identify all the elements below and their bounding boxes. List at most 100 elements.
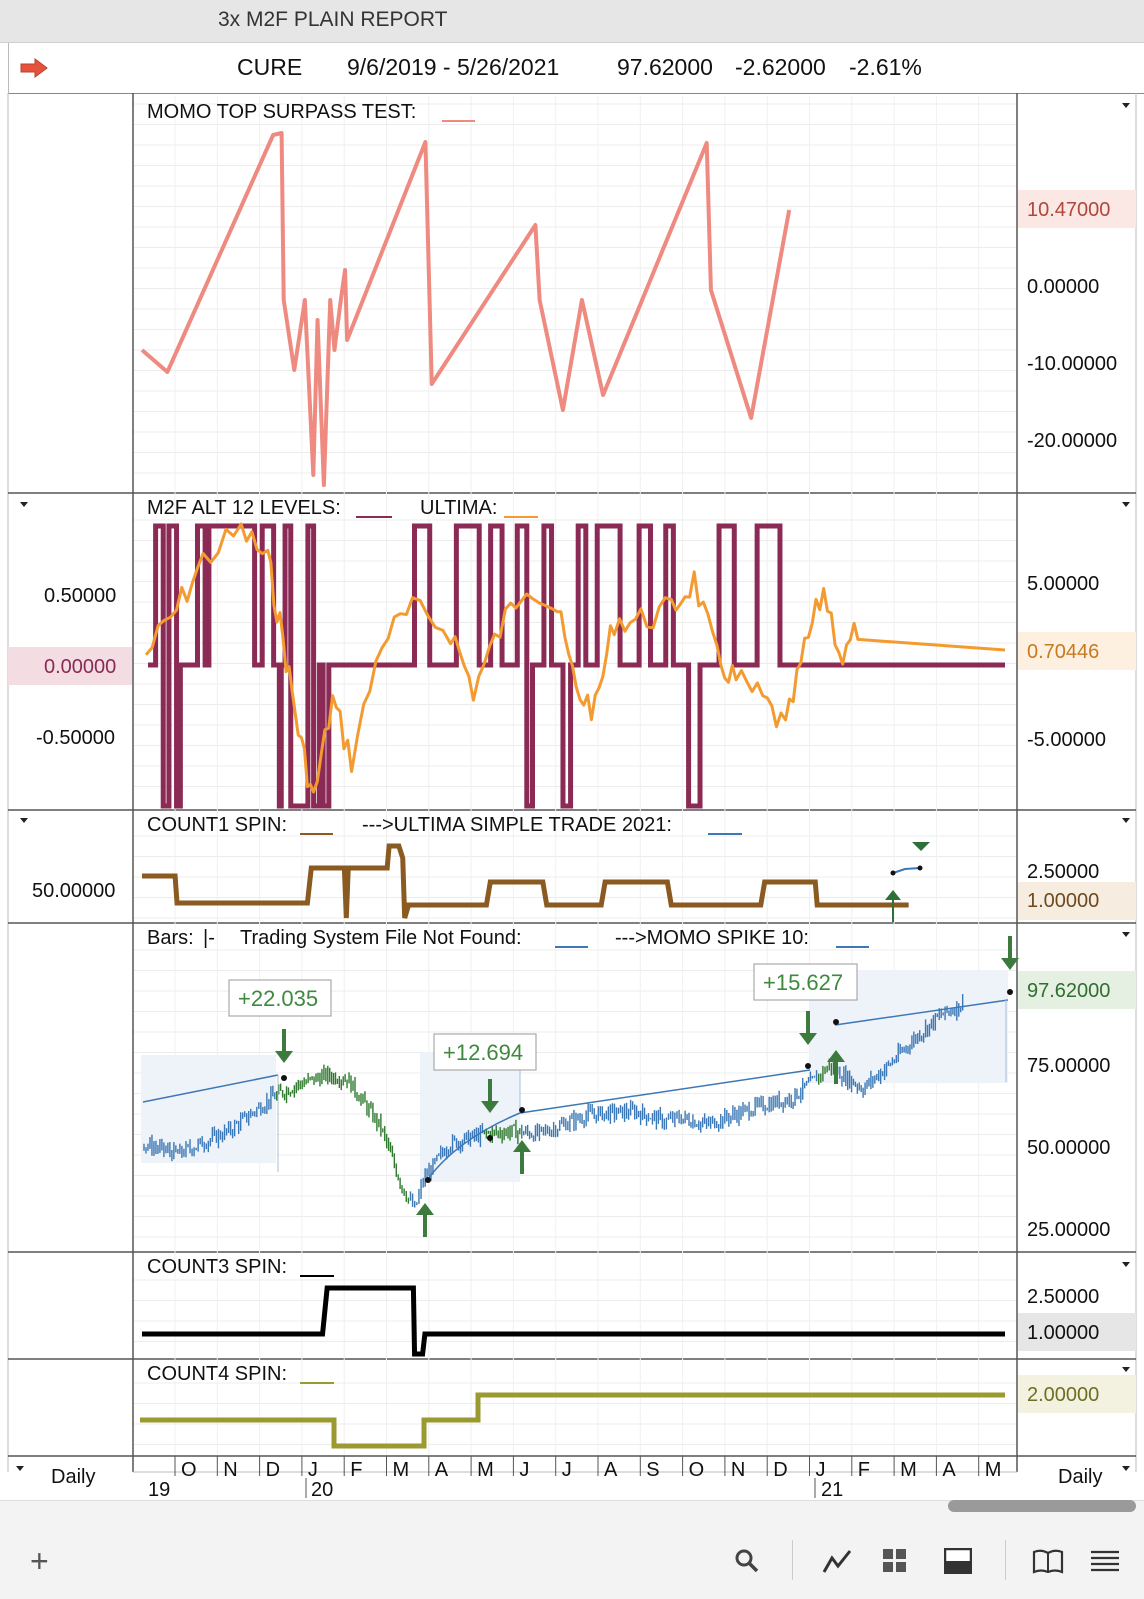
momo-spike-title: --->MOMO SPIKE 10: [615,927,809,949]
month-label: M [393,1459,410,1481]
trade-annotation-2: +12.694 [433,1033,537,1071]
line-chart-icon[interactable] [822,1548,852,1574]
month-label: N [223,1459,237,1481]
trading-system-title: Trading System File Not Found: [240,927,522,949]
price-tick-1: 50.00000 [1027,1137,1110,1159]
trend-curve [424,1112,521,1184]
count1-dropdown-icon[interactable] [1122,818,1130,823]
month-label: F [350,1459,362,1481]
count1-left-dropdown-icon[interactable] [20,818,28,823]
search-icon[interactable] [734,1548,760,1574]
momo-last-label: 10.47000 [1027,199,1110,221]
price-last-badge [1018,971,1136,1009]
ultima-title: ULTIMA: [420,497,497,519]
horizontal-scrollbar[interactable] [948,1500,1136,1512]
count3-right-tick: 2.50000 [1027,1286,1099,1308]
sell-arrow-icon [275,1051,293,1063]
ultima-line [144,522,1006,794]
period-left-dropdown-icon[interactable] [16,1466,24,1471]
trade-dot [805,1063,811,1069]
count1-right-tick: 2.50000 [1027,861,1099,883]
momo-series-line [140,131,792,487]
count1-pane: COUNT1 SPIN: --->ULTIMA SIMPLE TRADE 202… [20,814,1136,922]
month-label: J [519,1459,529,1481]
arrow-right-icon[interactable] [19,57,49,79]
price-change: -2.62000 [735,54,826,80]
month-label: J [308,1459,318,1481]
grid-icon[interactable] [882,1548,908,1574]
year-label-3: 21 [821,1479,843,1498]
price-pane: Bars: |- Trading System File Not Found: … [141,927,1136,1241]
chart-area[interactable]: MOMO TOP SURPASS TEST: 0.00000 -10.00000… [0,93,1144,1498]
price-tick-0: 75.00000 [1027,1055,1110,1077]
price-tick-2: 25.00000 [1027,1219,1110,1241]
trade-annotation-1: +22.035 [228,979,332,1017]
trade-profit-1: +22.035 [238,986,318,1011]
count4-pane: COUNT4 SPIN: 2.00000 [140,1363,1136,1449]
trade-dot [833,1019,839,1025]
m2f-left-tick-0: 0.50000 [44,585,116,607]
period-left-label[interactable]: Daily [51,1466,95,1488]
month-label: J [562,1459,572,1481]
bars-title: Bars: [147,927,194,949]
sell-arrow-icon [1001,958,1019,970]
period-right-label[interactable]: Daily [1058,1466,1102,1488]
count4-dropdown-icon[interactable] [1122,1367,1130,1372]
m2f-left-dropdown-icon[interactable] [20,502,28,507]
count1-last-badge [1018,882,1136,920]
period-right-dropdown-icon[interactable] [1122,1466,1130,1471]
trade-dot [281,1075,287,1081]
bars-legend-glyph: |- [203,927,215,949]
month-label: N [731,1459,745,1481]
trade-markers [275,936,1019,1237]
toolbar-separator [792,1540,793,1580]
m2f-pane-title: M2F ALT 12 LEVELS: [147,497,341,519]
toolbar-separator-2 [1005,1540,1006,1580]
count1-pane-title: COUNT1 SPIN: [147,814,287,836]
momo-pane-title: MOMO TOP SURPASS TEST: [147,101,416,123]
momo-last-badge [1018,190,1136,228]
book-icon[interactable] [1032,1548,1064,1574]
month-label: D [773,1459,787,1481]
window-titlebar: 3x M2F PLAIN REPORT [0,0,1144,43]
m2f-right-tick-1: -5.00000 [1027,729,1106,751]
momo-dropdown-icon[interactable] [1122,103,1130,108]
momo-tick-0: 0.00000 [1027,276,1099,298]
trend-line [834,999,1009,1026]
momo-pane: MOMO TOP SURPASS TEST: 0.00000 -10.00000… [140,101,1136,487]
menu-icon[interactable] [1090,1548,1120,1574]
simple-trade-marker [885,842,930,922]
symbol-info-bar: CURE 9/6/2019 - 5/26/2021 97.62000 -2.62… [8,43,1144,94]
m2f-dropdown-icon[interactable] [1122,502,1130,507]
split-pane-icon[interactable] [944,1548,972,1574]
window-title: 3x M2F PLAIN REPORT [218,8,448,31]
buy-arrow-icon [513,1140,531,1152]
count1-line [142,843,909,919]
trade-annotation-3: +15.627 [753,963,858,1001]
trade-dot [487,1135,493,1141]
month-label: A [435,1459,449,1481]
m2f-left-highlight: 0.00000 [44,656,116,678]
count4-last-badge [1018,1375,1136,1413]
price-dropdown-icon[interactable] [1122,932,1130,937]
count3-line [142,1285,1005,1357]
month-label: M [477,1459,494,1481]
month-label: M [900,1459,917,1481]
price-change-pct: -2.61% [849,54,922,80]
date-range: 9/6/2019 - 5/26/2021 [347,54,560,80]
m2f-left-tick-1: -0.50000 [36,727,115,749]
trade-dot [519,1107,525,1113]
sell-arrow-icon [799,1033,817,1045]
add-icon[interactable]: + [30,1543,49,1579]
month-label: S [646,1459,659,1481]
trend-line [142,1074,279,1103]
month-label: D [266,1459,280,1481]
trend-line [519,1069,811,1114]
price-bars [143,994,964,1208]
trend-lines [142,999,1009,1184]
ultima-last-badge [1018,632,1136,670]
bottom-toolbar [0,1500,1144,1599]
count3-dropdown-icon[interactable] [1122,1262,1130,1267]
count3-last-badge [1018,1313,1136,1351]
month-label: A [604,1459,618,1481]
